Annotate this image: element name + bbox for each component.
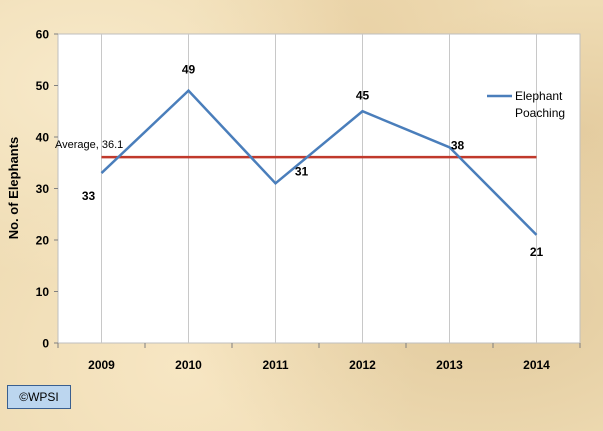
x-tick-label: 2009 [88,358,115,372]
y-axis-label: No. of Elephants [6,137,21,240]
y-tick-label: 0 [42,337,49,351]
y-tick-label: 10 [36,285,50,299]
x-tick-label: 2013 [436,358,463,372]
data-label: 33 [82,189,96,203]
x-tick-label: 2010 [175,358,202,372]
data-label: 45 [356,88,370,102]
y-axis-ticks: 0 10 20 30 40 50 60 [36,28,58,351]
data-label: 38 [451,138,465,152]
grid-lines [101,34,537,343]
y-tick-label: 30 [36,182,50,196]
y-tick-label: 40 [36,131,50,145]
legend: Elephant Poaching [487,89,565,120]
x-tick-label: 2011 [262,358,288,372]
y-tick-label: 60 [36,28,50,42]
y-tick-label: 20 [36,234,50,248]
x-axis-ticks: 2009 2010 2011 2012 2013 2014 [57,343,581,372]
x-tick-label: 2014 [523,358,550,372]
data-label: 49 [182,63,196,77]
legend-label: Poaching [515,106,565,120]
x-tick-label: 2012 [349,358,376,372]
copyright-badge: ©WPSI [7,385,71,409]
data-label: 31 [295,164,309,178]
average-label: Average, 36.1 [55,139,123,151]
copyright-text: ©WPSI [19,390,59,404]
series-line [100,88,538,236]
average-line-group: Average, 36.1 [55,139,537,159]
data-label: 21 [530,245,544,259]
series-group: 33 49 31 45 38 21 [82,63,544,259]
y-tick-label: 50 [36,79,50,93]
plot-area [57,33,581,344]
legend-label: Elephant [515,89,563,103]
